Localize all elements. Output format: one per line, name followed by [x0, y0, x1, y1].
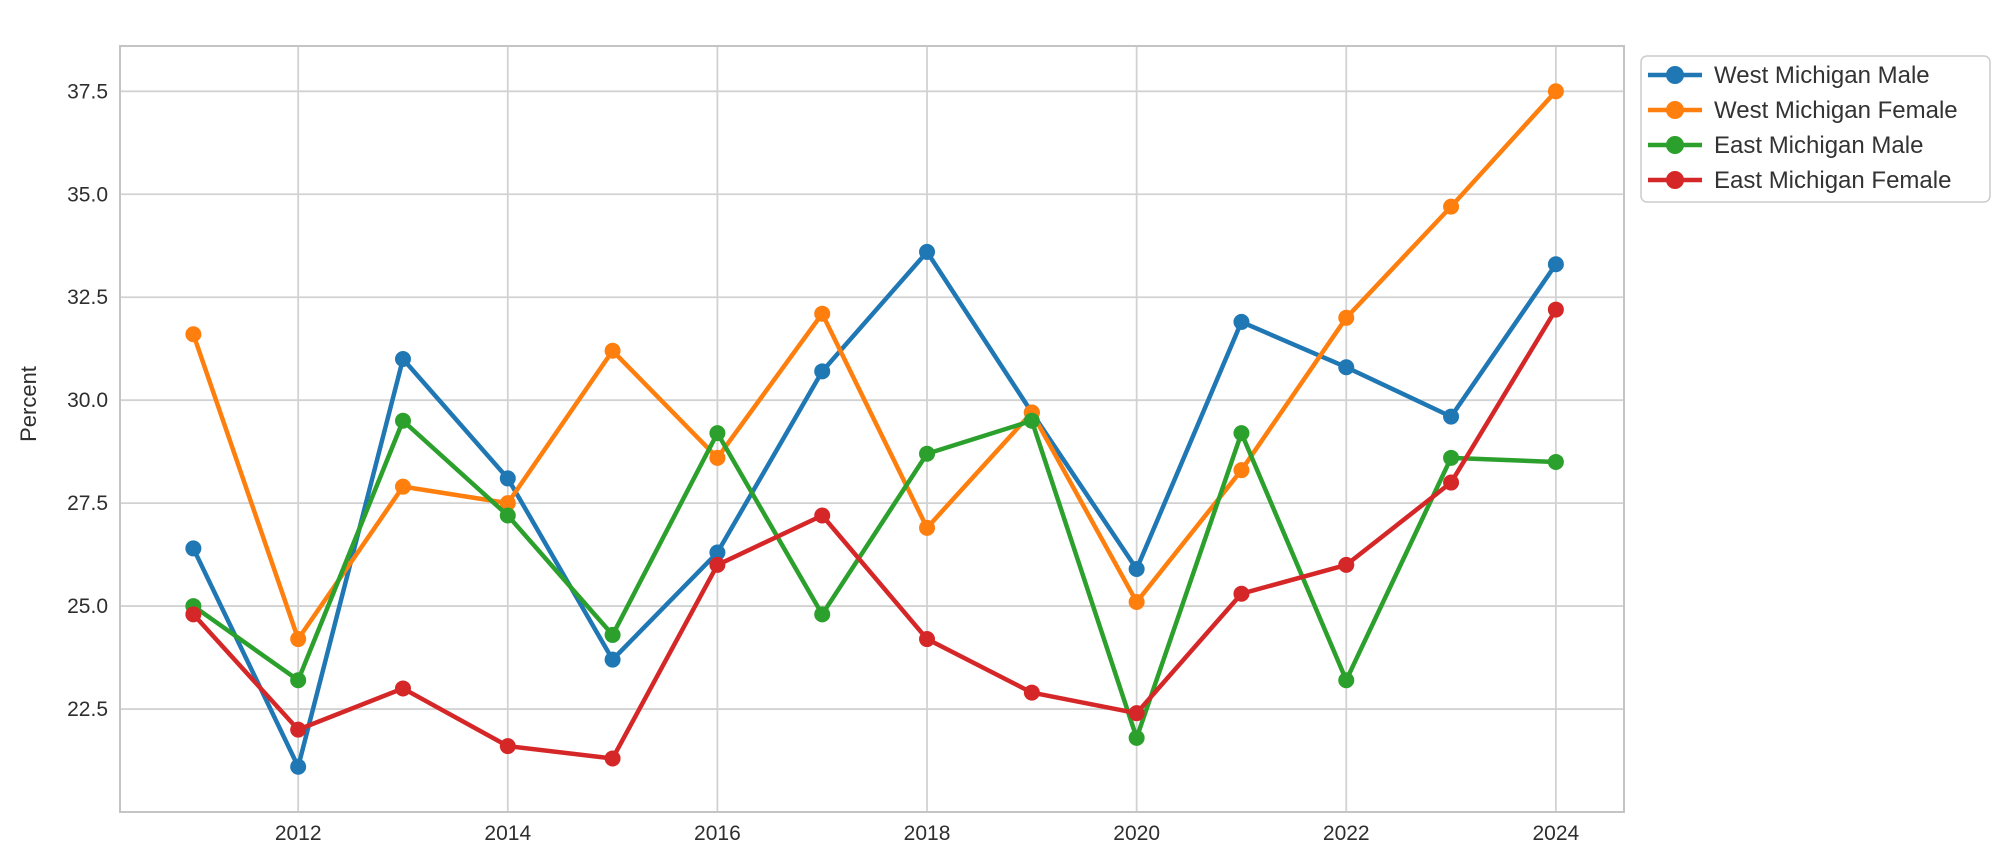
data-point-east-michigan-male: [1128, 729, 1145, 746]
data-point-west-michigan-male: [709, 544, 726, 561]
legend-box: [1640, 55, 1991, 203]
data-point-west-michigan-male: [604, 651, 621, 668]
data-point-east-michigan-male: [1338, 672, 1355, 689]
data-point-east-michigan-female: [1128, 705, 1145, 722]
legend: West Michigan Male West Michigan Female Ea…: [1640, 55, 1991, 203]
data-point-east-michigan-female: [394, 680, 411, 697]
plot-border: [119, 45, 1625, 813]
legend-swatch-marker: [1666, 171, 1684, 189]
x-tick-label: 2012: [275, 822, 322, 845]
data-point-west-michigan-female: [604, 342, 621, 359]
data-point-west-michigan-female: [1443, 198, 1460, 215]
data-point-east-michigan-male: [1023, 412, 1040, 429]
legend-item-west-michigan-male: West Michigan Male: [1648, 62, 1930, 89]
data-point-west-michigan-female: [499, 495, 516, 512]
x-tick-label: 2014: [484, 822, 531, 845]
data-point-east-michigan-female: [814, 507, 831, 524]
data-point-east-michigan-female: [290, 721, 307, 738]
legend-swatch-marker: [1666, 66, 1684, 84]
data-point-west-michigan-female: [919, 519, 936, 536]
data-point-west-michigan-male: [185, 540, 202, 557]
legend-item-label: East Michigan Male: [1714, 132, 1923, 159]
x-tick-label: 2016: [694, 822, 741, 845]
series-line-east-michigan-male: [191, 418, 1559, 741]
data-point-east-michigan-male: [290, 672, 307, 689]
y-tick-label: 30.0: [67, 389, 108, 412]
data-point-east-michigan-female: [1338, 556, 1355, 573]
y-tick-label: 37.5: [67, 80, 108, 103]
data-point-east-michigan-male: [709, 425, 726, 442]
data-point-east-michigan-male: [604, 626, 621, 643]
data-point-west-michigan-female: [290, 631, 307, 648]
data-point-east-michigan-male: [1547, 453, 1564, 470]
data-point-west-michigan-male: [919, 243, 936, 260]
legend-swatch-marker: [1666, 136, 1684, 154]
data-point-west-michigan-male: [499, 470, 516, 487]
data-point-east-michigan-male: [1233, 425, 1250, 442]
x-tick-label: 2022: [1323, 822, 1370, 845]
legend-item-label: West Michigan Male: [1714, 62, 1930, 89]
data-point-east-michigan-female: [1547, 301, 1564, 318]
legend-item-east-michigan-male: East Michigan Male: [1648, 132, 1923, 159]
y-tick-label: 35.0: [67, 183, 108, 206]
data-point-east-michigan-female: [919, 631, 936, 648]
data-point-east-michigan-female: [604, 750, 621, 767]
series-line-east-michigan-female: [191, 307, 1559, 761]
series-line-west-michigan-female: [191, 89, 1559, 642]
legend-swatch-marker: [1666, 101, 1684, 119]
data-point-west-michigan-female: [814, 305, 831, 322]
data-point-west-michigan-female: [1338, 309, 1355, 326]
data-point-east-michigan-male: [499, 507, 516, 524]
data-point-west-michigan-female: [394, 478, 411, 495]
plot-area: [120, 46, 1624, 812]
data-point-west-michigan-male: [1443, 408, 1460, 425]
data-point-west-michigan-male: [814, 363, 831, 380]
data-point-west-michigan-male: [1233, 313, 1250, 330]
data-point-west-michigan-female: [1233, 462, 1250, 479]
data-point-west-michigan-male: [1338, 359, 1355, 376]
legend-item-east-michigan-female: East Michigan Female: [1648, 167, 1951, 194]
data-point-west-michigan-male: [1547, 256, 1564, 273]
data-point-east-michigan-female: [1233, 585, 1250, 602]
legend-item-label: East Michigan Female: [1714, 167, 1951, 194]
data-point-west-michigan-female: [1128, 593, 1145, 610]
data-point-west-michigan-male: [1128, 561, 1145, 578]
data-point-west-michigan-female: [709, 449, 726, 466]
data-point-east-michigan-male: [919, 445, 936, 462]
series-line-west-michigan-male: [191, 249, 1559, 769]
x-tick-label: 2018: [904, 822, 951, 845]
data-point-west-michigan-male: [394, 350, 411, 367]
data-point-east-michigan-female: [1023, 684, 1040, 701]
x-tick-label: 2024: [1533, 822, 1580, 845]
data-point-east-michigan-female: [499, 738, 516, 755]
legend-item-label: West Michigan Female: [1714, 97, 1958, 124]
data-point-east-michigan-male: [1443, 449, 1460, 466]
data-point-east-michigan-male: [814, 606, 831, 623]
y-tick-label: 32.5: [67, 286, 108, 309]
data-point-west-michigan-female: [185, 326, 202, 343]
x-tick-label: 2020: [1113, 822, 1160, 845]
data-point-east-michigan-female: [709, 556, 726, 573]
data-point-east-michigan-male: [394, 412, 411, 429]
data-point-west-michigan-male: [290, 758, 307, 775]
data-point-west-michigan-female: [1547, 83, 1564, 100]
y-tick-label: 27.5: [67, 492, 108, 515]
data-point-east-michigan-female: [1443, 474, 1460, 491]
y-tick-label: 22.5: [67, 698, 108, 721]
y-tick-label: 25.0: [67, 595, 108, 618]
data-point-east-michigan-female: [185, 606, 202, 623]
y-axis-title: Percent: [16, 366, 41, 442]
legend-item-west-michigan-female: West Michigan Female: [1648, 97, 1958, 124]
